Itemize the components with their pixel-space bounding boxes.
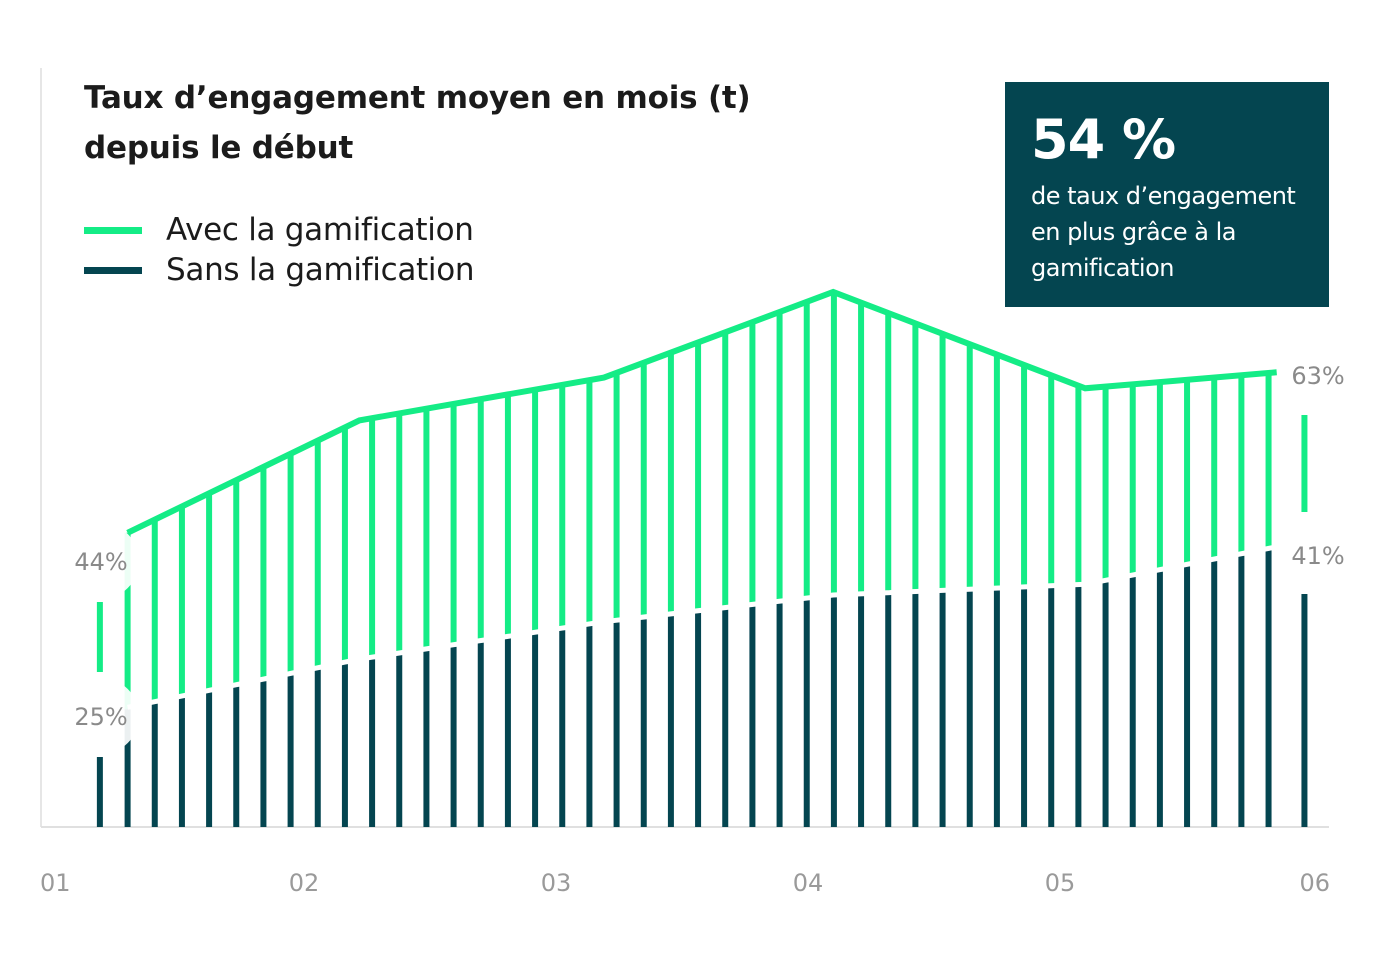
x-tick-label: 01 <box>40 869 71 897</box>
end-label-without-gamification: 41% <box>1291 542 1344 570</box>
legend-swatch-dark <box>84 266 142 274</box>
legend-label-without-gamification: Sans la gamification <box>166 252 475 288</box>
series-line-with-gamification <box>126 288 1277 536</box>
stat-value: 54 % <box>1031 108 1176 171</box>
x-tick-label: 05 <box>1045 869 1076 897</box>
x-tick-label: 03 <box>541 869 572 897</box>
chart-title-line-2: depuis le début <box>84 130 354 166</box>
x-tick-label: 04 <box>793 869 824 897</box>
end-label-without-gamification-halo <box>1280 517 1356 593</box>
start-label-without-gamification: 25% <box>74 703 127 731</box>
legend-item-without-gamification: Sans la gamification <box>84 250 475 290</box>
chart-lines-group <box>126 288 1278 710</box>
chart-title-line-1: Taux d’engagement moyen en mois (t) <box>84 80 751 116</box>
legend-item-with-gamification: Avec la gamification <box>84 210 474 250</box>
x-tick-label: 06 <box>1299 869 1330 897</box>
chart-bars-group <box>40 68 1329 828</box>
series-line-without-gamification <box>127 544 1278 710</box>
legend-swatch-green <box>84 226 142 234</box>
end-label-with-gamification-halo <box>1280 337 1356 413</box>
stat-callout-box: 54 % de taux d’engagement en plus grâce … <box>1005 82 1329 307</box>
end-label-with-gamification: 63% <box>1291 362 1344 390</box>
legend-label-with-gamification: Avec la gamification <box>166 212 474 248</box>
start-label-with-gamification-halo <box>63 523 139 599</box>
start-label-with-gamification: 44% <box>74 548 127 576</box>
stat-description: de taux d’engagement en plus grâce à la … <box>1031 182 1296 282</box>
start-label-without-gamification-halo <box>63 678 139 754</box>
x-tick-label: 02 <box>289 869 320 897</box>
chart-labels-group: 01 02 03 04 05 06 44% 25% 63% 41% <box>40 337 1356 897</box>
